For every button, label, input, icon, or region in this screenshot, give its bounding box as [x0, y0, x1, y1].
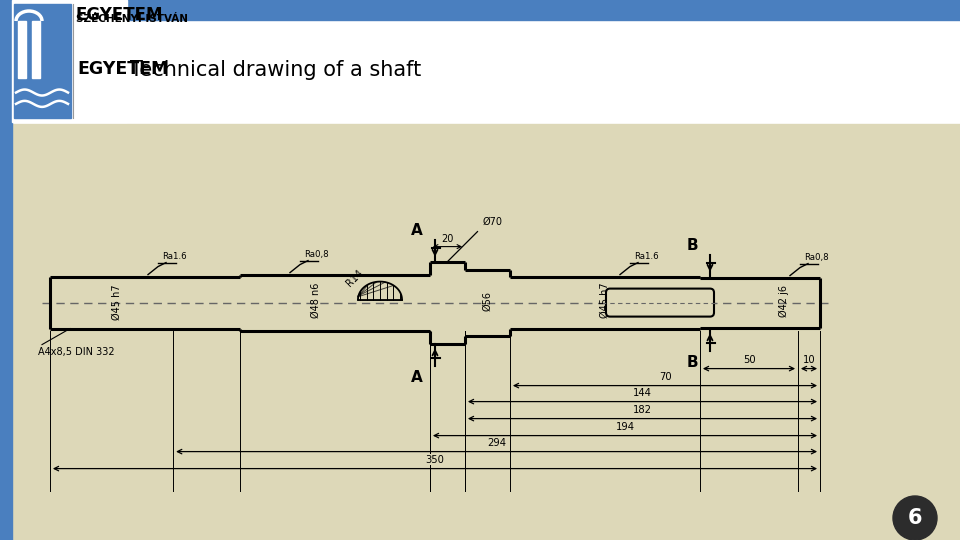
Bar [18, 21, 26, 78]
Text: Ra1.6: Ra1.6 [162, 252, 186, 261]
Text: 6: 6 [908, 508, 923, 528]
FancyBboxPatch shape [606, 288, 714, 316]
Text: Ø70: Ø70 [483, 217, 502, 227]
Text: EGYETEM: EGYETEM [78, 60, 169, 78]
Text: 144: 144 [633, 388, 652, 397]
Text: Ø45 h7: Ø45 h7 [111, 285, 122, 320]
Bar [14, 4, 71, 118]
Text: SZÉCHENYI ISTVÁN: SZÉCHENYI ISTVÁN [76, 15, 187, 24]
Text: Ø56: Ø56 [483, 291, 492, 310]
Text: Ra0,8: Ra0,8 [804, 253, 828, 261]
Text: R14: R14 [345, 268, 366, 289]
Text: 294: 294 [487, 437, 506, 448]
Text: B: B [686, 238, 698, 253]
Text: Ø45 h7: Ø45 h7 [600, 283, 610, 319]
Bar [0, 0, 960, 122]
Bar [12, 0, 127, 122]
Text: Technical drawing of a shaft: Technical drawing of a shaft [130, 60, 421, 80]
Text: 194: 194 [615, 422, 635, 431]
Text: 20: 20 [442, 234, 454, 244]
Text: 70: 70 [659, 372, 671, 382]
Text: 10: 10 [803, 355, 815, 365]
Text: A: A [411, 369, 422, 384]
Text: A4x8,5 DIN 332: A4x8,5 DIN 332 [38, 347, 114, 356]
Bar [32, 21, 40, 78]
Text: Ra0,8: Ra0,8 [304, 249, 328, 259]
Circle shape [893, 496, 937, 540]
Text: Ra1.6: Ra1.6 [634, 252, 659, 261]
Text: EGYETEM: EGYETEM [76, 0, 163, 24]
Bar [0, 0, 12, 540]
Text: 182: 182 [633, 404, 652, 415]
Text: 50: 50 [743, 355, 756, 365]
Text: Ø48 n6: Ø48 n6 [311, 283, 321, 318]
Text: A: A [411, 222, 422, 238]
Text: 350: 350 [425, 455, 444, 464]
Bar [12, 124, 960, 540]
Bar [0, 0, 960, 20]
Text: B: B [686, 355, 698, 369]
Text: Ø42 j6: Ø42 j6 [779, 285, 789, 316]
